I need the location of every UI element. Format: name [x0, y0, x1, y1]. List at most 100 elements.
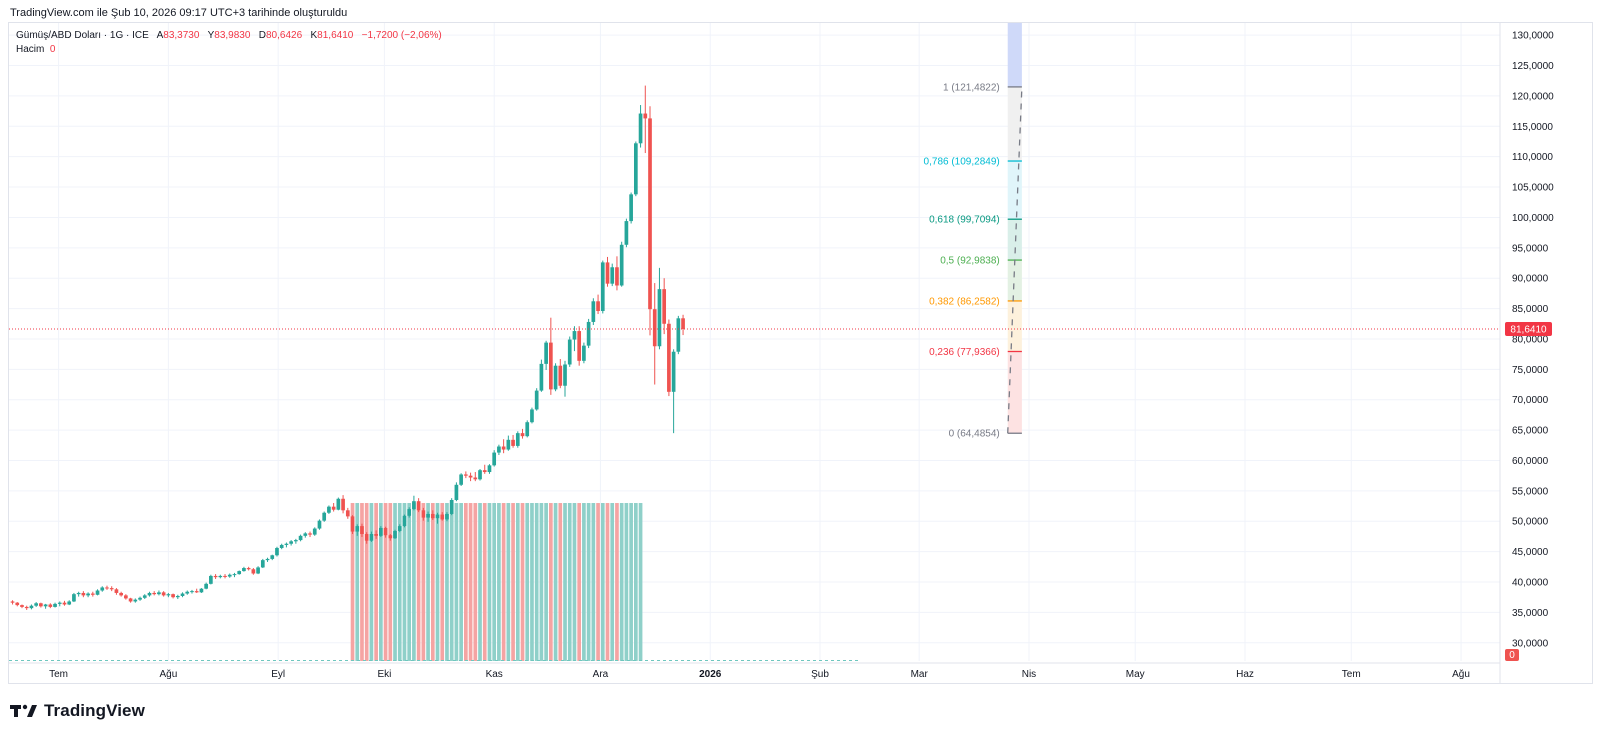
candle-body[interactable] [256, 567, 260, 574]
candle-body[interactable] [383, 527, 388, 536]
candle-body[interactable] [350, 516, 355, 532]
candle-body[interactable] [53, 603, 57, 607]
candle-body[interactable] [124, 595, 128, 599]
candle-body[interactable] [662, 289, 667, 324]
candle-body[interactable] [152, 592, 157, 595]
candle-body[interactable] [501, 446, 506, 450]
candle-body[interactable] [246, 568, 251, 570]
candle-body[interactable] [610, 267, 615, 284]
candle-body[interactable] [586, 321, 591, 346]
candle-body[interactable] [298, 535, 303, 541]
candle-body[interactable] [223, 575, 227, 577]
candle-body[interactable] [416, 501, 421, 511]
candle-body[interactable] [175, 595, 180, 598]
candle-body[interactable] [464, 474, 468, 476]
candle-body[interactable] [62, 602, 67, 605]
candle-body[interactable] [374, 534, 378, 536]
candle-body[interactable] [100, 587, 105, 591]
candle-body[interactable] [582, 345, 586, 361]
candle-body[interactable] [218, 575, 223, 578]
candle-body[interactable] [497, 446, 501, 453]
candle-body[interactable] [128, 598, 133, 602]
candle-body[interactable] [180, 593, 185, 596]
candle-body[interactable] [327, 506, 331, 513]
candle-body[interactable] [492, 452, 497, 466]
candle-body[interactable] [430, 513, 435, 519]
candle-body[interactable] [421, 510, 426, 518]
candle-body[interactable] [530, 409, 534, 423]
candle-body[interactable] [619, 244, 624, 286]
candle-body[interactable] [209, 575, 213, 584]
candle-body[interactable] [671, 351, 676, 392]
candle-body[interactable] [412, 501, 416, 510]
candle-body[interactable] [279, 544, 284, 548]
candle-body[interactable] [81, 592, 86, 596]
candle-body[interactable] [520, 433, 525, 437]
candle-body[interactable] [48, 604, 53, 607]
candle-body[interactable] [596, 301, 600, 312]
candle-body[interactable] [478, 470, 482, 480]
candle-body[interactable] [624, 221, 629, 245]
candle-body[interactable] [190, 591, 194, 593]
candle-body[interactable] [227, 574, 232, 577]
candle-body[interactable] [435, 514, 440, 519]
candle-body[interactable] [20, 605, 24, 607]
candle-body[interactable] [345, 510, 350, 517]
candle-body[interactable] [667, 323, 671, 392]
candle-body[interactable] [525, 422, 530, 437]
candle-body[interactable] [10, 601, 15, 603]
candle-body[interactable] [482, 470, 487, 473]
candle-body[interactable] [138, 597, 142, 600]
candle-body[interactable] [676, 318, 681, 352]
candle-body[interactable] [341, 498, 345, 511]
candle-body[interactable] [161, 592, 166, 596]
candle-body[interactable] [445, 513, 449, 520]
candle-body[interactable] [147, 592, 152, 596]
candle-body[interactable] [440, 514, 445, 520]
candle-body[interactable] [185, 591, 190, 594]
candle-body[interactable] [29, 605, 34, 609]
candle-body[interactable] [355, 526, 360, 532]
candle-body[interactable] [369, 534, 374, 541]
candle-body[interactable] [468, 475, 473, 478]
candle-body[interactable] [407, 509, 412, 516]
candle-body[interactable] [506, 439, 511, 450]
candle-body[interactable] [237, 571, 242, 575]
candle-body[interactable] [303, 533, 308, 536]
candle-body[interactable] [600, 262, 605, 312]
candle-body[interactable] [643, 113, 648, 119]
candle-body[interactable] [194, 591, 199, 593]
candle-body[interactable] [265, 558, 270, 561]
candle-body[interactable] [364, 534, 369, 541]
candle-body[interactable] [544, 342, 548, 364]
candle-body[interactable] [24, 606, 29, 609]
candle-body[interactable] [284, 543, 289, 545]
candle-body[interactable] [119, 592, 123, 596]
candle-body[interactable] [473, 477, 478, 480]
candle-body[interactable] [379, 527, 383, 536]
candle-body[interactable] [648, 118, 652, 310]
candle-body[interactable] [294, 540, 298, 542]
candle-body[interactable] [43, 604, 48, 607]
candle-body[interactable] [331, 506, 336, 510]
candle-body[interactable] [270, 555, 275, 559]
symbol-label[interactable]: Gümüş/ABD Doları · 1G · ICE [16, 30, 149, 41]
candle-body[interactable] [657, 289, 662, 347]
candle-body[interactable] [393, 530, 397, 539]
candle-body[interactable] [567, 339, 572, 365]
candle-body[interactable] [454, 484, 459, 500]
candle-body[interactable] [133, 599, 138, 602]
candle-body[interactable] [652, 309, 657, 347]
candle-body[interactable] [322, 512, 327, 521]
candle-body[interactable] [539, 363, 544, 391]
candle-body[interactable] [511, 439, 515, 446]
candle-body[interactable] [289, 541, 293, 544]
candle-body[interactable] [199, 588, 204, 593]
candle-body[interactable] [534, 390, 539, 410]
candle-body[interactable] [109, 588, 114, 590]
candle-body[interactable] [312, 528, 317, 535]
candle-body[interactable] [558, 365, 563, 386]
candle-body[interactable] [105, 587, 109, 589]
candle-body[interactable] [591, 301, 596, 322]
candle-body[interactable] [563, 364, 567, 386]
